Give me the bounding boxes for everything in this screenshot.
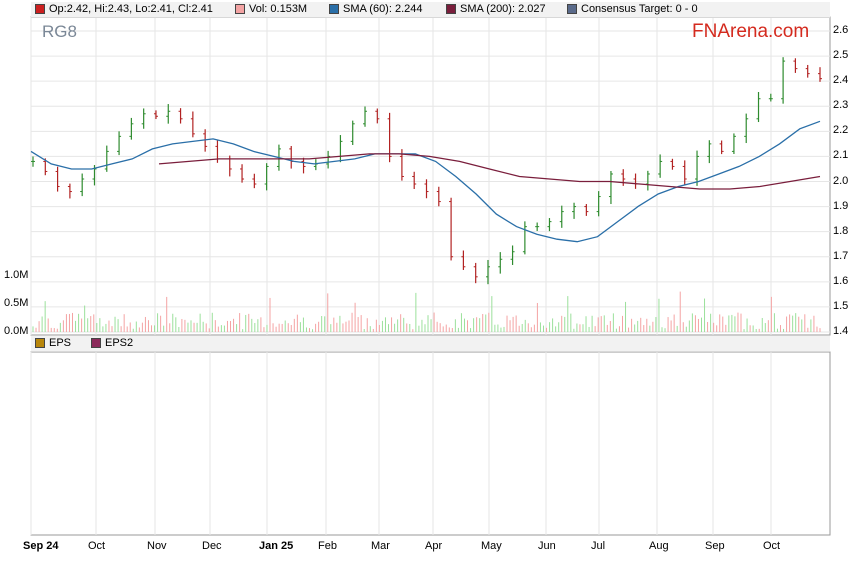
volume-tick-label: 0.5M [4, 297, 29, 309]
price-tick-label: 1.4 [833, 325, 849, 337]
time-tick-label: Aug [649, 540, 669, 552]
sma-60-line [30, 120, 821, 243]
price-tick-label: 2.1 [833, 149, 849, 162]
legend-volume: Vol: 0.153M [235, 3, 307, 15]
consensus-swatch-icon [567, 4, 577, 14]
eps-legend: EPS EPS2 [31, 336, 830, 352]
legend-ohlc-label: Op:2.42, Hi:2.43, Lo:2.41, Cl:2.41 [49, 3, 213, 15]
eps2-swatch-icon [91, 338, 101, 348]
legend-eps2: EPS2 [91, 337, 133, 349]
legend-sma200: SMA (200): 2.027 [446, 3, 546, 15]
legend-sma60: SMA (60): 2.244 [329, 3, 423, 15]
volume-swatch-icon [235, 4, 245, 14]
time-tick-label: Sep 24 [23, 540, 59, 552]
volume-tick-label: 1.0M [4, 269, 29, 281]
price-tick-label: 2.5 [833, 49, 849, 62]
time-tick-label: Jan 25 [259, 540, 294, 552]
time-tick-label: Oct [88, 540, 106, 552]
legend-consensus-label: Consensus Target: 0 - 0 [581, 3, 698, 15]
price-tick-label: 1.6 [833, 274, 849, 287]
price-tick-label: 1.5 [833, 299, 849, 312]
legend-eps-label: EPS [49, 337, 72, 349]
price-tick-label: 2.3 [833, 99, 849, 112]
price-tick-label: 2.6 [833, 24, 849, 36]
time-tick-label: Oct [763, 540, 781, 552]
price-tick-label: 2.2 [833, 124, 849, 137]
price-tick-label: 1.8 [833, 224, 849, 237]
price-legend: Op:2.42, Hi:2.43, Lo:2.41, Cl:2.41 Vol: … [31, 2, 830, 18]
ticker-symbol: RG8 [42, 22, 77, 41]
sma200-swatch-icon [446, 4, 456, 14]
time-tick-label: Feb [318, 540, 337, 552]
legend-ohlc: Op:2.42, Hi:2.43, Lo:2.41, Cl:2.41 [35, 3, 213, 15]
legend-volume-label: Vol: 0.153M [249, 3, 308, 15]
time-tick-label: Sep [705, 540, 725, 552]
sma-200-line [158, 153, 821, 190]
legend-sma200-label: SMA (200): 2.027 [460, 3, 546, 15]
price-tick-label: 2.0 [833, 174, 849, 187]
time-tick-label: Dec [202, 540, 222, 552]
sma60-swatch-icon [329, 4, 339, 14]
brand-logo[interactable]: FNArena.com [692, 21, 810, 42]
volume-tick-label: 0.0M [4, 325, 29, 337]
time-tick-label: Jul [591, 540, 606, 552]
time-tick-label: May [481, 540, 502, 552]
price-tick-label: 1.7 [833, 249, 849, 262]
time-tick-label: Mar [371, 540, 390, 552]
time-tick-label: Apr [425, 540, 443, 552]
legend-eps2-label: EPS2 [105, 337, 134, 349]
ohlc-swatch-icon [35, 4, 45, 14]
price-tick-label: 1.9 [833, 199, 849, 212]
legend-consensus: Consensus Target: 0 - 0 [567, 3, 698, 15]
price-tick-label: 2.4 [833, 74, 849, 87]
eps-swatch-icon [35, 338, 45, 348]
legend-sma60-label: SMA (60): 2.244 [343, 3, 423, 15]
legend-eps: EPS [35, 337, 71, 349]
time-tick-label: Nov [147, 540, 167, 552]
time-tick-label: Jun [538, 540, 556, 552]
